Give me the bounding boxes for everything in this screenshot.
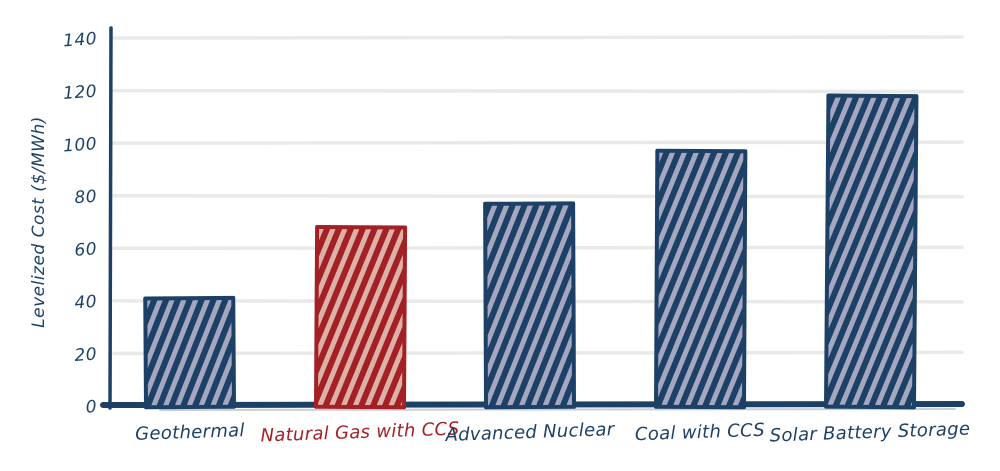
x-axis-echo-line: [159, 408, 956, 412]
y-tick-label-40: 40: [74, 292, 98, 314]
y-tick-label-120: 120: [63, 82, 98, 104]
x-category-label-geothermal: Geothermal: [135, 420, 245, 445]
x-category-label-coal-with-ccs: Coal with CCS: [635, 420, 766, 446]
y-tick-label-0: 0: [85, 397, 98, 418]
bar-solar-battery-storage: [823, 93, 919, 410]
x-category-label-solar-battery-storage: Solar Battery Storage: [769, 419, 970, 447]
bar-coal-with-ccs: [653, 148, 748, 410]
y-axis-line: [108, 26, 113, 410]
bar-natural-gas-with-ccs: [313, 224, 408, 410]
bar-geothermal: [143, 295, 237, 410]
bar-advanced-nuclear: [483, 201, 577, 410]
y-tick-label-140: 140: [63, 29, 98, 51]
y-tick-label-100: 100: [63, 134, 98, 156]
gridline-120: [112, 88, 964, 94]
bars-group: [143, 93, 919, 410]
gridline-140: [112, 34, 964, 40]
y-tick-label-20: 20: [74, 344, 98, 366]
y-axis-title: Levelized Cost ($/MWh): [29, 116, 49, 328]
y-tick-label-60: 60: [74, 239, 98, 261]
y-tick-label-80: 80: [74, 187, 98, 209]
x-category-label-natural-gas-with-ccs: Natural Gas with CCS: [260, 419, 460, 447]
x-category-label-advanced-nuclear: Advanced Nuclear: [444, 419, 616, 446]
y-tick-labels-group: 0 20 40 60 80 100 120 140: [63, 29, 98, 418]
